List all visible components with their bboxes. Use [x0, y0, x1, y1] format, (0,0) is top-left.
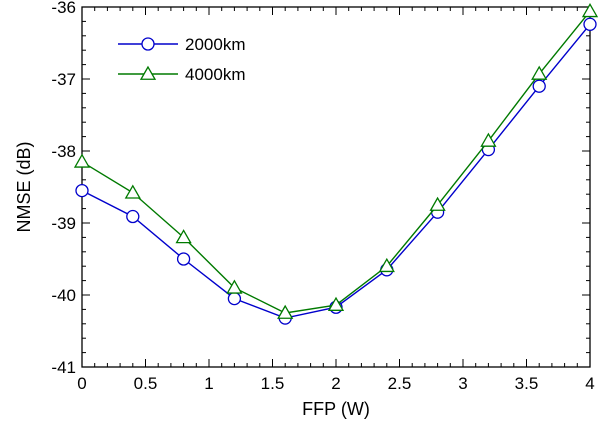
data-point — [531, 65, 548, 80]
x-tick-label: 4 — [585, 374, 594, 393]
axis-ticks — [81, 6, 591, 368]
x-tick-label: 2 — [331, 374, 340, 393]
data-point — [226, 279, 243, 294]
x-axis-label: FFP (W) — [302, 399, 370, 419]
x-tick-label: 0 — [77, 374, 86, 393]
x-tick-label: 0.5 — [134, 374, 158, 393]
legend-label: 4000km — [185, 65, 245, 84]
y-tick-labels: -41 -40 -39 -38 -37 -36 — [51, 0, 76, 377]
data-point — [124, 184, 141, 199]
data-point — [327, 296, 345, 311]
y-axis-label: NMSE (dB) — [14, 141, 34, 232]
legend-marker — [139, 65, 157, 80]
y-tick-label: -41 — [51, 358, 76, 377]
legend-entry: 4000km — [118, 65, 245, 84]
legend-label: 2000km — [185, 35, 245, 54]
data-point — [480, 132, 497, 147]
series-line — [81, 10, 591, 314]
data-point — [429, 196, 446, 211]
data-point — [176, 252, 191, 266]
x-tick-label: 1.5 — [261, 374, 285, 393]
data-point — [73, 153, 91, 168]
x-tick-labels: 0 0.5 1 1.5 2 2.5 3 3.5 4 — [77, 374, 594, 393]
x-tick-label: 3.5 — [515, 374, 539, 393]
data-point — [227, 291, 242, 306]
x-tick-label: 1 — [204, 374, 213, 393]
data-point — [175, 229, 192, 244]
series-0 — [75, 17, 597, 325]
y-tick-label: -38 — [51, 142, 76, 161]
data-point — [378, 257, 395, 273]
x-tick-label: 3 — [458, 374, 467, 393]
data-point — [126, 209, 140, 224]
legend-entry: 2000km — [118, 35, 245, 54]
x-tick-label: 2.5 — [388, 374, 412, 393]
y-tick-label: -39 — [51, 214, 76, 233]
series-line — [81, 23, 591, 319]
data-point — [583, 17, 597, 31]
series-layer — [73, 3, 599, 325]
data-point — [532, 79, 546, 93]
series-1 — [73, 3, 599, 319]
legend-marker — [141, 37, 155, 51]
data-point — [277, 304, 294, 319]
y-tick-label: -37 — [51, 70, 76, 89]
data-point — [75, 183, 89, 198]
data-point — [581, 3, 599, 18]
legend: 2000km 4000km — [118, 35, 245, 84]
y-tick-label: -40 — [51, 286, 76, 305]
y-tick-label: -36 — [51, 0, 76, 17]
